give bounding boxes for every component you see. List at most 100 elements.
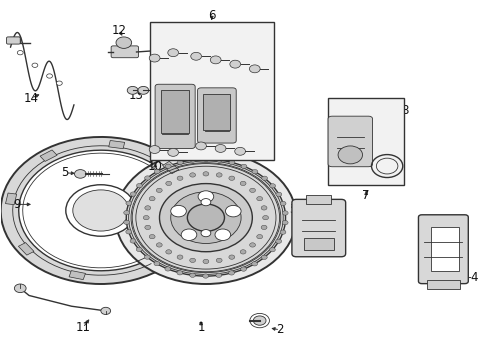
Circle shape [196,142,206,150]
Circle shape [229,160,235,165]
Circle shape [229,255,235,259]
Circle shape [145,206,151,210]
Circle shape [216,158,222,162]
Circle shape [241,164,247,168]
Circle shape [171,192,241,243]
Circle shape [74,170,86,178]
Circle shape [168,148,178,156]
Circle shape [249,188,255,193]
Circle shape [145,255,150,259]
Circle shape [137,184,143,188]
Circle shape [280,201,286,206]
Circle shape [240,181,246,185]
Circle shape [203,259,209,264]
Circle shape [270,184,275,188]
Circle shape [270,248,275,252]
Circle shape [282,220,288,225]
Circle shape [127,86,138,94]
Circle shape [201,199,211,206]
Circle shape [261,206,267,210]
FancyBboxPatch shape [151,47,169,57]
Bar [163,161,179,174]
Circle shape [187,204,224,231]
Circle shape [123,220,129,225]
Text: 5: 5 [62,166,69,179]
Circle shape [280,230,286,234]
Circle shape [32,63,38,67]
Circle shape [149,145,160,153]
Circle shape [17,50,23,55]
Circle shape [66,185,136,236]
Circle shape [138,86,149,94]
Circle shape [252,170,258,174]
Text: 10: 10 [147,160,163,173]
Bar [427,280,460,289]
FancyBboxPatch shape [111,46,139,58]
Text: 4: 4 [470,271,477,284]
Circle shape [230,60,241,68]
Bar [203,94,230,130]
Circle shape [276,239,282,243]
Circle shape [56,81,62,85]
Circle shape [145,225,151,230]
Bar [328,98,404,185]
Circle shape [145,176,150,180]
Bar [306,195,331,204]
Circle shape [215,229,231,240]
FancyBboxPatch shape [155,84,195,148]
Circle shape [276,192,282,197]
Bar [150,22,274,160]
Circle shape [177,271,183,275]
Circle shape [216,173,222,177]
Circle shape [116,151,296,284]
Circle shape [249,65,260,73]
Circle shape [166,250,171,254]
Bar [19,243,34,255]
Circle shape [257,234,263,239]
Circle shape [261,255,267,260]
Text: 7: 7 [363,189,370,202]
Circle shape [216,258,222,262]
Circle shape [203,157,209,161]
Circle shape [190,173,196,177]
Circle shape [154,261,160,266]
Circle shape [210,56,221,64]
Circle shape [156,243,162,247]
Circle shape [143,216,149,220]
FancyBboxPatch shape [292,199,345,257]
Circle shape [136,247,142,252]
Text: 12: 12 [111,24,126,37]
Circle shape [130,239,136,243]
Circle shape [123,211,129,215]
Circle shape [130,192,136,196]
Circle shape [190,273,196,277]
Circle shape [257,197,263,201]
Circle shape [249,243,255,247]
Text: 2: 2 [276,323,284,336]
Circle shape [201,230,211,237]
Circle shape [262,176,268,180]
Circle shape [116,37,132,48]
Circle shape [203,172,209,176]
Text: 13: 13 [129,89,144,102]
Text: 1: 1 [197,321,205,334]
Circle shape [216,273,222,278]
Circle shape [171,206,186,217]
Bar [304,238,334,250]
Circle shape [263,216,269,220]
Polygon shape [1,137,201,284]
Circle shape [253,316,266,325]
Circle shape [159,184,252,252]
FancyBboxPatch shape [418,215,468,284]
Bar [431,227,459,271]
Circle shape [282,211,288,215]
Circle shape [165,267,171,271]
Circle shape [126,159,286,276]
Text: 6: 6 [208,9,216,22]
Bar [69,271,85,280]
Circle shape [235,147,245,155]
Circle shape [168,49,178,57]
FancyBboxPatch shape [328,116,372,167]
Circle shape [252,262,258,266]
Text: 8: 8 [402,104,409,117]
